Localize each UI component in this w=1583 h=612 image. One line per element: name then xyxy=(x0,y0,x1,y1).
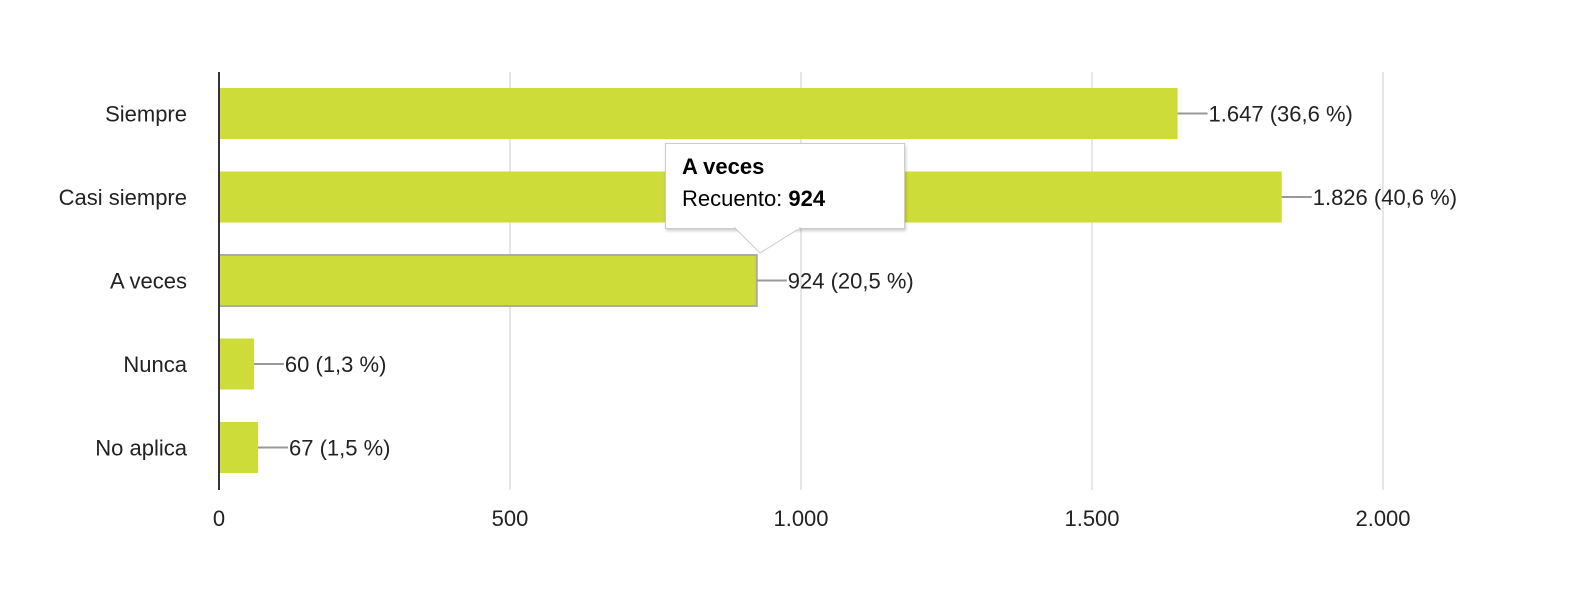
tooltip-title: A veces xyxy=(682,154,765,179)
y-category-label: A veces xyxy=(110,269,187,294)
x-tick-label: 1.000 xyxy=(773,506,828,531)
tooltip-value: 924 xyxy=(788,186,826,211)
data-label: 1.826 (40,6 %) xyxy=(1313,185,1457,210)
y-category-label: Nunca xyxy=(123,352,187,377)
tooltip-label: Recuento: xyxy=(682,186,783,211)
x-tick-label: 1.500 xyxy=(1064,506,1119,531)
data-label: 67 (1,5 %) xyxy=(289,436,391,461)
data-label: 924 (20,5 %) xyxy=(788,269,914,294)
data-label: 1.647 (36,6 %) xyxy=(1209,102,1353,127)
y-category-label: Casi siempre xyxy=(59,185,187,210)
x-tick-label: 0 xyxy=(213,506,225,531)
bar-no-aplica xyxy=(219,422,258,473)
y-category-label: No aplica xyxy=(95,436,187,461)
tooltip: A veces Recuento: 924 xyxy=(665,143,905,229)
bar-a-veces xyxy=(218,254,758,307)
x-tick-label: 2.000 xyxy=(1355,506,1410,531)
bar-nunca xyxy=(219,338,254,390)
data-label: 60 (1,3 %) xyxy=(285,352,387,377)
x-tick-label: 500 xyxy=(492,506,529,531)
bar-siempre xyxy=(219,88,1178,139)
y-category-label: Siempre xyxy=(105,102,187,127)
